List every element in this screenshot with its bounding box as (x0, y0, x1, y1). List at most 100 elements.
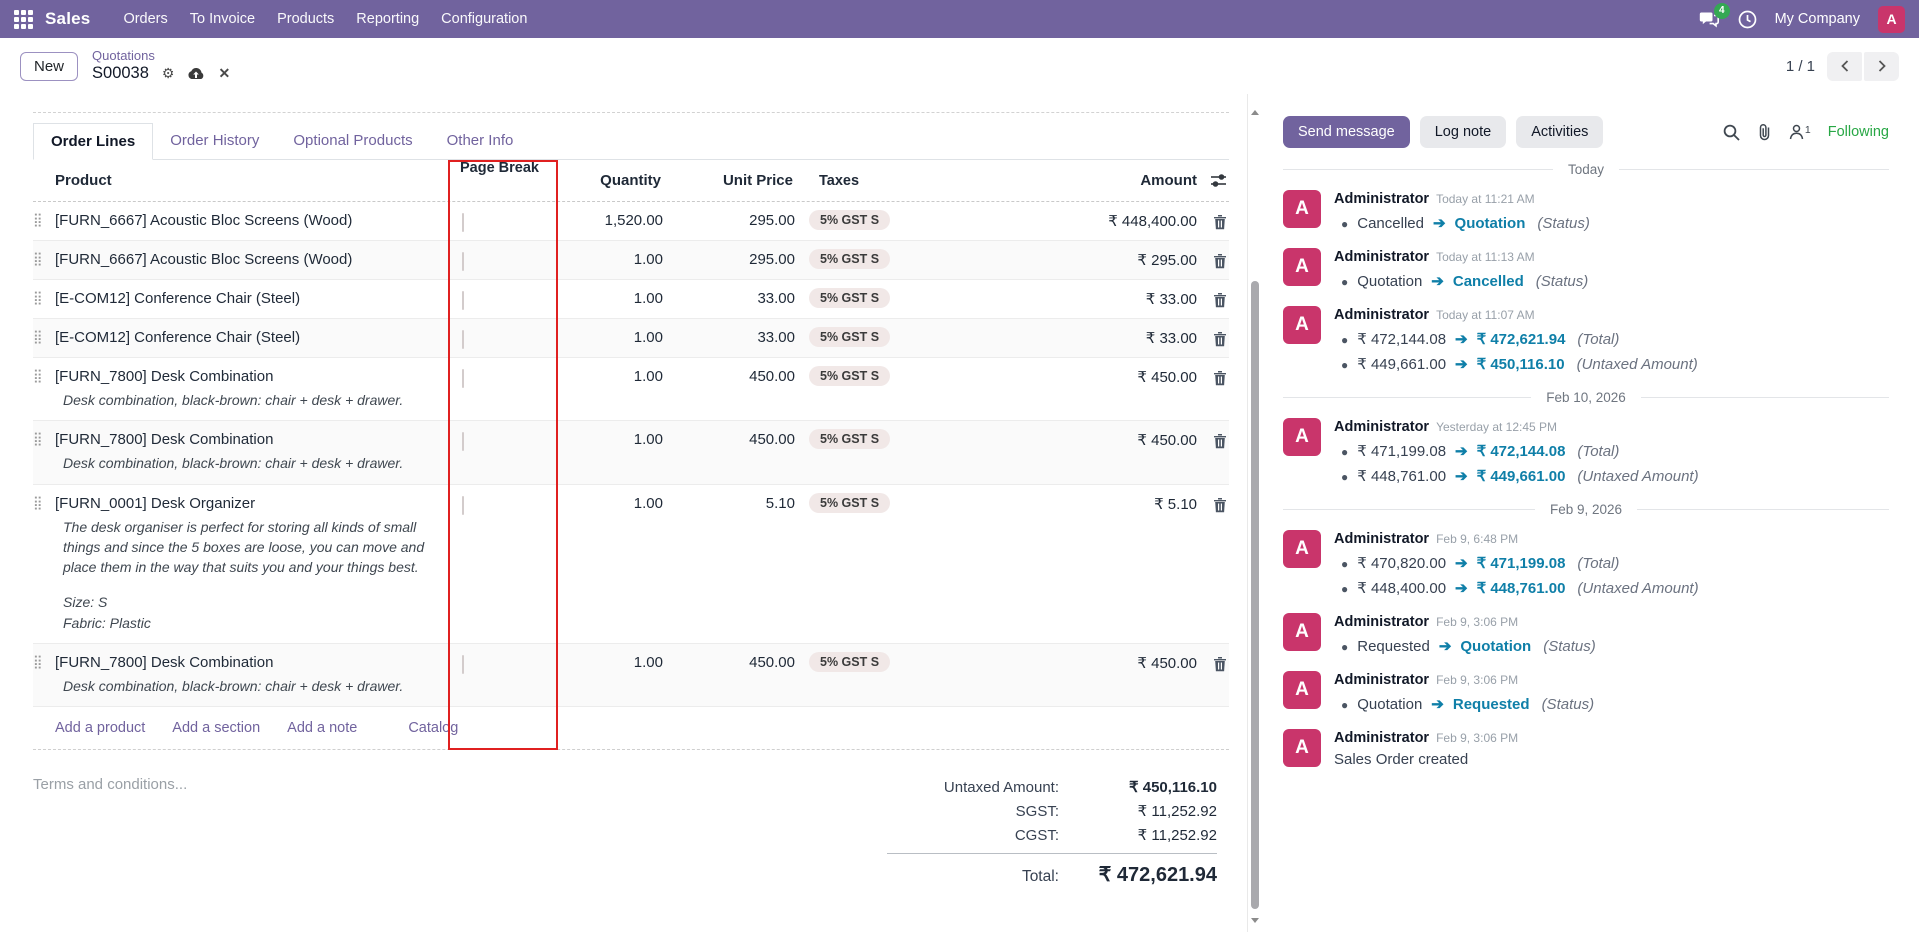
save-cloud-icon[interactable] (187, 67, 205, 81)
pager-next-button[interactable] (1864, 51, 1899, 81)
message-avatar[interactable]: A (1283, 671, 1321, 709)
company-switcher[interactable]: My Company (1774, 11, 1860, 27)
unit-price-cell[interactable]: 450.00 (749, 431, 795, 449)
menu-configuration[interactable]: Configuration (441, 11, 528, 27)
column-options-sliders-icon[interactable] (1210, 173, 1227, 188)
menu-to-invoice[interactable]: To Invoice (189, 11, 256, 27)
message-avatar[interactable]: A (1283, 190, 1321, 228)
page-break-checkbox[interactable] (462, 252, 464, 271)
column-product[interactable]: Product (55, 172, 112, 189)
product-name[interactable]: [E-COM12] Conference Chair (Steel) (55, 290, 301, 307)
column-unit-price[interactable]: Unit Price (722, 172, 793, 189)
tax-badge[interactable]: 5% GST S (809, 366, 891, 386)
following-button[interactable]: Following (1827, 124, 1889, 140)
add-a-product-link[interactable]: Add a product (55, 720, 146, 737)
product-name[interactable]: [FURN_7800] Desk Combination (55, 654, 274, 672)
vertical-scrollbar[interactable] (1247, 94, 1261, 932)
message-avatar[interactable]: A (1283, 248, 1321, 286)
unit-price-cell[interactable]: 33.00 (757, 329, 795, 346)
messages-icon[interactable]: 4 (1699, 3, 1730, 28)
menu-products[interactable]: Products (277, 11, 335, 27)
unit-price-cell[interactable]: 450.00 (749, 654, 795, 672)
page-break-checkbox[interactable] (462, 432, 464, 452)
quantity-cell[interactable]: 1.00 (633, 368, 663, 385)
column-quantity[interactable]: Quantity (600, 172, 661, 189)
drag-handle-icon[interactable]: ⣿ (33, 290, 43, 305)
drag-handle-icon[interactable]: ⣿ (33, 494, 43, 510)
menu-orders[interactable]: Orders (123, 11, 168, 27)
page-break-checkbox[interactable] (462, 655, 464, 675)
paperclip-icon[interactable] (1757, 123, 1772, 141)
product-name[interactable]: [FURN_6667] Acoustic Bloc Screens (Wood) (55, 251, 353, 268)
tab-order-lines[interactable]: Order Lines (33, 123, 154, 160)
message-avatar[interactable]: A (1283, 530, 1321, 568)
product-name[interactable]: [FURN_7800] Desk Combination (55, 431, 274, 449)
activity-clock-icon[interactable] (1738, 10, 1757, 29)
tab-optional-products[interactable]: Optional Products (293, 132, 413, 149)
catalog-link[interactable]: Catalog (408, 720, 459, 737)
product-name[interactable]: [FURN_0001] Desk Organizer (55, 494, 256, 512)
send-message-button[interactable]: Send message (1283, 116, 1410, 148)
drag-handle-icon[interactable]: ⣿ (33, 431, 43, 447)
breadcrumb-quotations[interactable]: Quotations (92, 48, 155, 64)
scroll-up-arrow-icon[interactable] (1251, 110, 1259, 115)
page-break-checkbox[interactable] (462, 369, 464, 388)
quantity-cell[interactable]: 1.00 (633, 494, 663, 512)
page-break-checkbox[interactable] (462, 291, 464, 310)
tab-order-history[interactable]: Order History (170, 132, 260, 149)
menu-reporting[interactable]: Reporting (356, 11, 420, 27)
drag-handle-icon[interactable]: ⣿ (33, 368, 43, 383)
unit-price-cell[interactable]: 33.00 (757, 290, 795, 307)
message-avatar[interactable]: A (1283, 729, 1321, 767)
tax-badge[interactable]: 5% GST S (809, 492, 891, 513)
product-name[interactable]: [E-COM12] Conference Chair (Steel) (55, 329, 301, 346)
delete-line-icon[interactable] (1213, 292, 1227, 308)
message-avatar[interactable]: A (1283, 418, 1321, 456)
drag-handle-icon[interactable]: ⣿ (33, 251, 43, 266)
add-a-note-link[interactable]: Add a note (287, 720, 358, 737)
page-break-checkbox[interactable] (462, 213, 464, 232)
pager-previous-button[interactable] (1827, 51, 1862, 81)
scroll-down-arrow-icon[interactable] (1251, 918, 1259, 923)
product-name[interactable]: [FURN_6667] Acoustic Bloc Screens (Wood) (55, 212, 353, 229)
user-avatar[interactable]: A (1878, 5, 1905, 33)
drag-handle-icon[interactable]: ⣿ (33, 654, 43, 670)
drag-handle-icon[interactable]: ⣿ (33, 329, 43, 344)
search-icon[interactable] (1723, 124, 1740, 141)
quantity-cell[interactable]: 1.00 (633, 251, 663, 268)
message-avatar[interactable]: A (1283, 306, 1321, 344)
followers-icon[interactable]: 1 (1789, 124, 1811, 140)
discard-icon[interactable]: ✕ (218, 65, 231, 82)
message-avatar[interactable]: A (1283, 613, 1321, 651)
tax-badge[interactable]: 5% GST S (809, 249, 891, 269)
delete-line-icon[interactable] (1213, 331, 1227, 347)
quantity-cell[interactable]: 1.00 (633, 290, 663, 307)
tax-badge[interactable]: 5% GST S (809, 652, 891, 673)
activities-button[interactable]: Activities (1516, 116, 1604, 148)
unit-price-cell[interactable]: 295.00 (749, 251, 795, 268)
unit-price-cell[interactable]: 5.10 (765, 494, 795, 512)
quantity-cell[interactable]: 1.00 (633, 431, 663, 449)
tax-badge[interactable]: 5% GST S (809, 288, 891, 308)
delete-line-icon[interactable] (1213, 433, 1227, 449)
delete-line-icon[interactable] (1213, 370, 1227, 386)
tax-badge[interactable]: 5% GST S (809, 210, 891, 230)
page-break-checkbox[interactable] (462, 330, 464, 349)
add-a-section-link[interactable]: Add a section (172, 720, 261, 737)
product-name[interactable]: [FURN_7800] Desk Combination (55, 368, 274, 385)
quantity-cell[interactable]: 1.00 (633, 329, 663, 346)
unit-price-cell[interactable]: 295.00 (749, 212, 795, 229)
drag-handle-icon[interactable]: ⣿ (33, 212, 43, 227)
delete-line-icon[interactable] (1213, 497, 1227, 513)
unit-price-cell[interactable]: 450.00 (749, 368, 795, 385)
column-amount[interactable]: Amount (1140, 172, 1197, 189)
new-button[interactable]: New (20, 51, 79, 81)
terms-and-conditions-field[interactable]: Terms and conditions... (33, 776, 188, 794)
delete-line-icon[interactable] (1213, 253, 1227, 269)
column-taxes[interactable]: Taxes (819, 172, 860, 189)
tab-other-info[interactable]: Other Info (446, 132, 514, 149)
delete-line-icon[interactable] (1213, 214, 1227, 230)
quantity-cell[interactable]: 1,520.00 (604, 212, 663, 229)
delete-line-icon[interactable] (1213, 656, 1227, 672)
column-page-break[interactable]: Page Break (460, 160, 539, 176)
